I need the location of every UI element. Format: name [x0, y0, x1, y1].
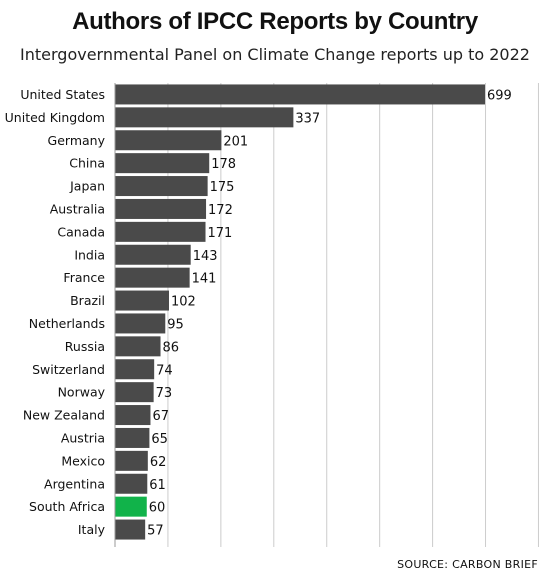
category-label: Austria — [61, 430, 105, 445]
bar-switzerland — [115, 359, 155, 380]
bar-germany — [115, 130, 222, 151]
bar-china — [115, 153, 210, 174]
value-label: 62 — [150, 455, 167, 470]
category-label: Germany — [48, 133, 106, 148]
value-labels: 699 337 201 178 175 172 171 143 141 102 95 86 74 73 67… — [147, 88, 512, 538]
value-label: 172 — [208, 203, 233, 218]
value-label: 95 — [167, 317, 184, 332]
category-label: Japan — [69, 179, 105, 194]
source-note: SOURCE: CARBON BRIEF — [397, 558, 538, 571]
category-label: Russia — [65, 339, 105, 354]
bar-new-zealand — [115, 405, 151, 426]
category-label: China — [69, 156, 105, 171]
category-label: India — [74, 247, 105, 262]
value-label: 175 — [210, 180, 235, 195]
value-label: 699 — [487, 88, 512, 103]
category-label: South Africa — [29, 499, 105, 514]
value-label: 74 — [156, 363, 173, 378]
bar-mexico — [115, 450, 148, 471]
chart-title: Authors of IPCC Reports by Country — [72, 8, 478, 35]
value-label: 67 — [152, 409, 169, 424]
value-label: 61 — [149, 478, 166, 493]
category-label: Argentina — [44, 476, 105, 491]
value-label: 86 — [163, 340, 180, 355]
value-label: 141 — [192, 272, 217, 287]
category-label: New Zealand — [23, 408, 105, 423]
category-label: Norway — [58, 385, 106, 400]
value-label: 337 — [295, 111, 320, 126]
category-label: Netherlands — [29, 316, 105, 331]
bar-japan — [115, 176, 208, 197]
bar-united-kingdom — [115, 107, 294, 128]
value-label: 171 — [208, 226, 233, 241]
value-label: 102 — [171, 295, 196, 310]
bar-united-states — [115, 84, 485, 105]
category-label: United Kingdom — [5, 110, 105, 125]
chart-subtitle: Intergovernmental Panel on Climate Chang… — [20, 45, 530, 64]
bars — [115, 84, 485, 540]
value-label: 143 — [193, 249, 218, 264]
category-label: Brazil — [70, 293, 105, 308]
bar-brazil — [115, 290, 169, 311]
bar-italy — [115, 519, 146, 540]
value-label: 178 — [211, 157, 236, 172]
bar-austria — [115, 427, 150, 448]
value-label: 65 — [151, 432, 168, 447]
category-label: Mexico — [61, 453, 105, 468]
bar-argentina — [115, 473, 148, 494]
value-label: 73 — [156, 386, 173, 401]
bar-france — [115, 267, 190, 288]
category-labels: United States United Kingdom Germany China J… — [5, 87, 106, 537]
category-label: Canada — [57, 224, 105, 239]
bar-canada — [115, 221, 206, 242]
bar-australia — [115, 198, 207, 219]
value-label: 57 — [147, 524, 164, 539]
bar-norway — [115, 382, 154, 403]
category-label: France — [63, 270, 105, 285]
category-label: Australia — [50, 201, 105, 216]
gridlines — [167, 83, 539, 547]
bar-netherlands — [115, 313, 166, 334]
bar-india — [115, 244, 191, 265]
bar-south-africa — [115, 496, 147, 517]
category-label: Italy — [78, 522, 106, 537]
value-label: 201 — [223, 134, 248, 149]
category-label: Switzerland — [32, 362, 105, 377]
value-label: 60 — [149, 501, 166, 516]
category-label: United States — [20, 87, 105, 102]
bar-russia — [115, 336, 161, 357]
